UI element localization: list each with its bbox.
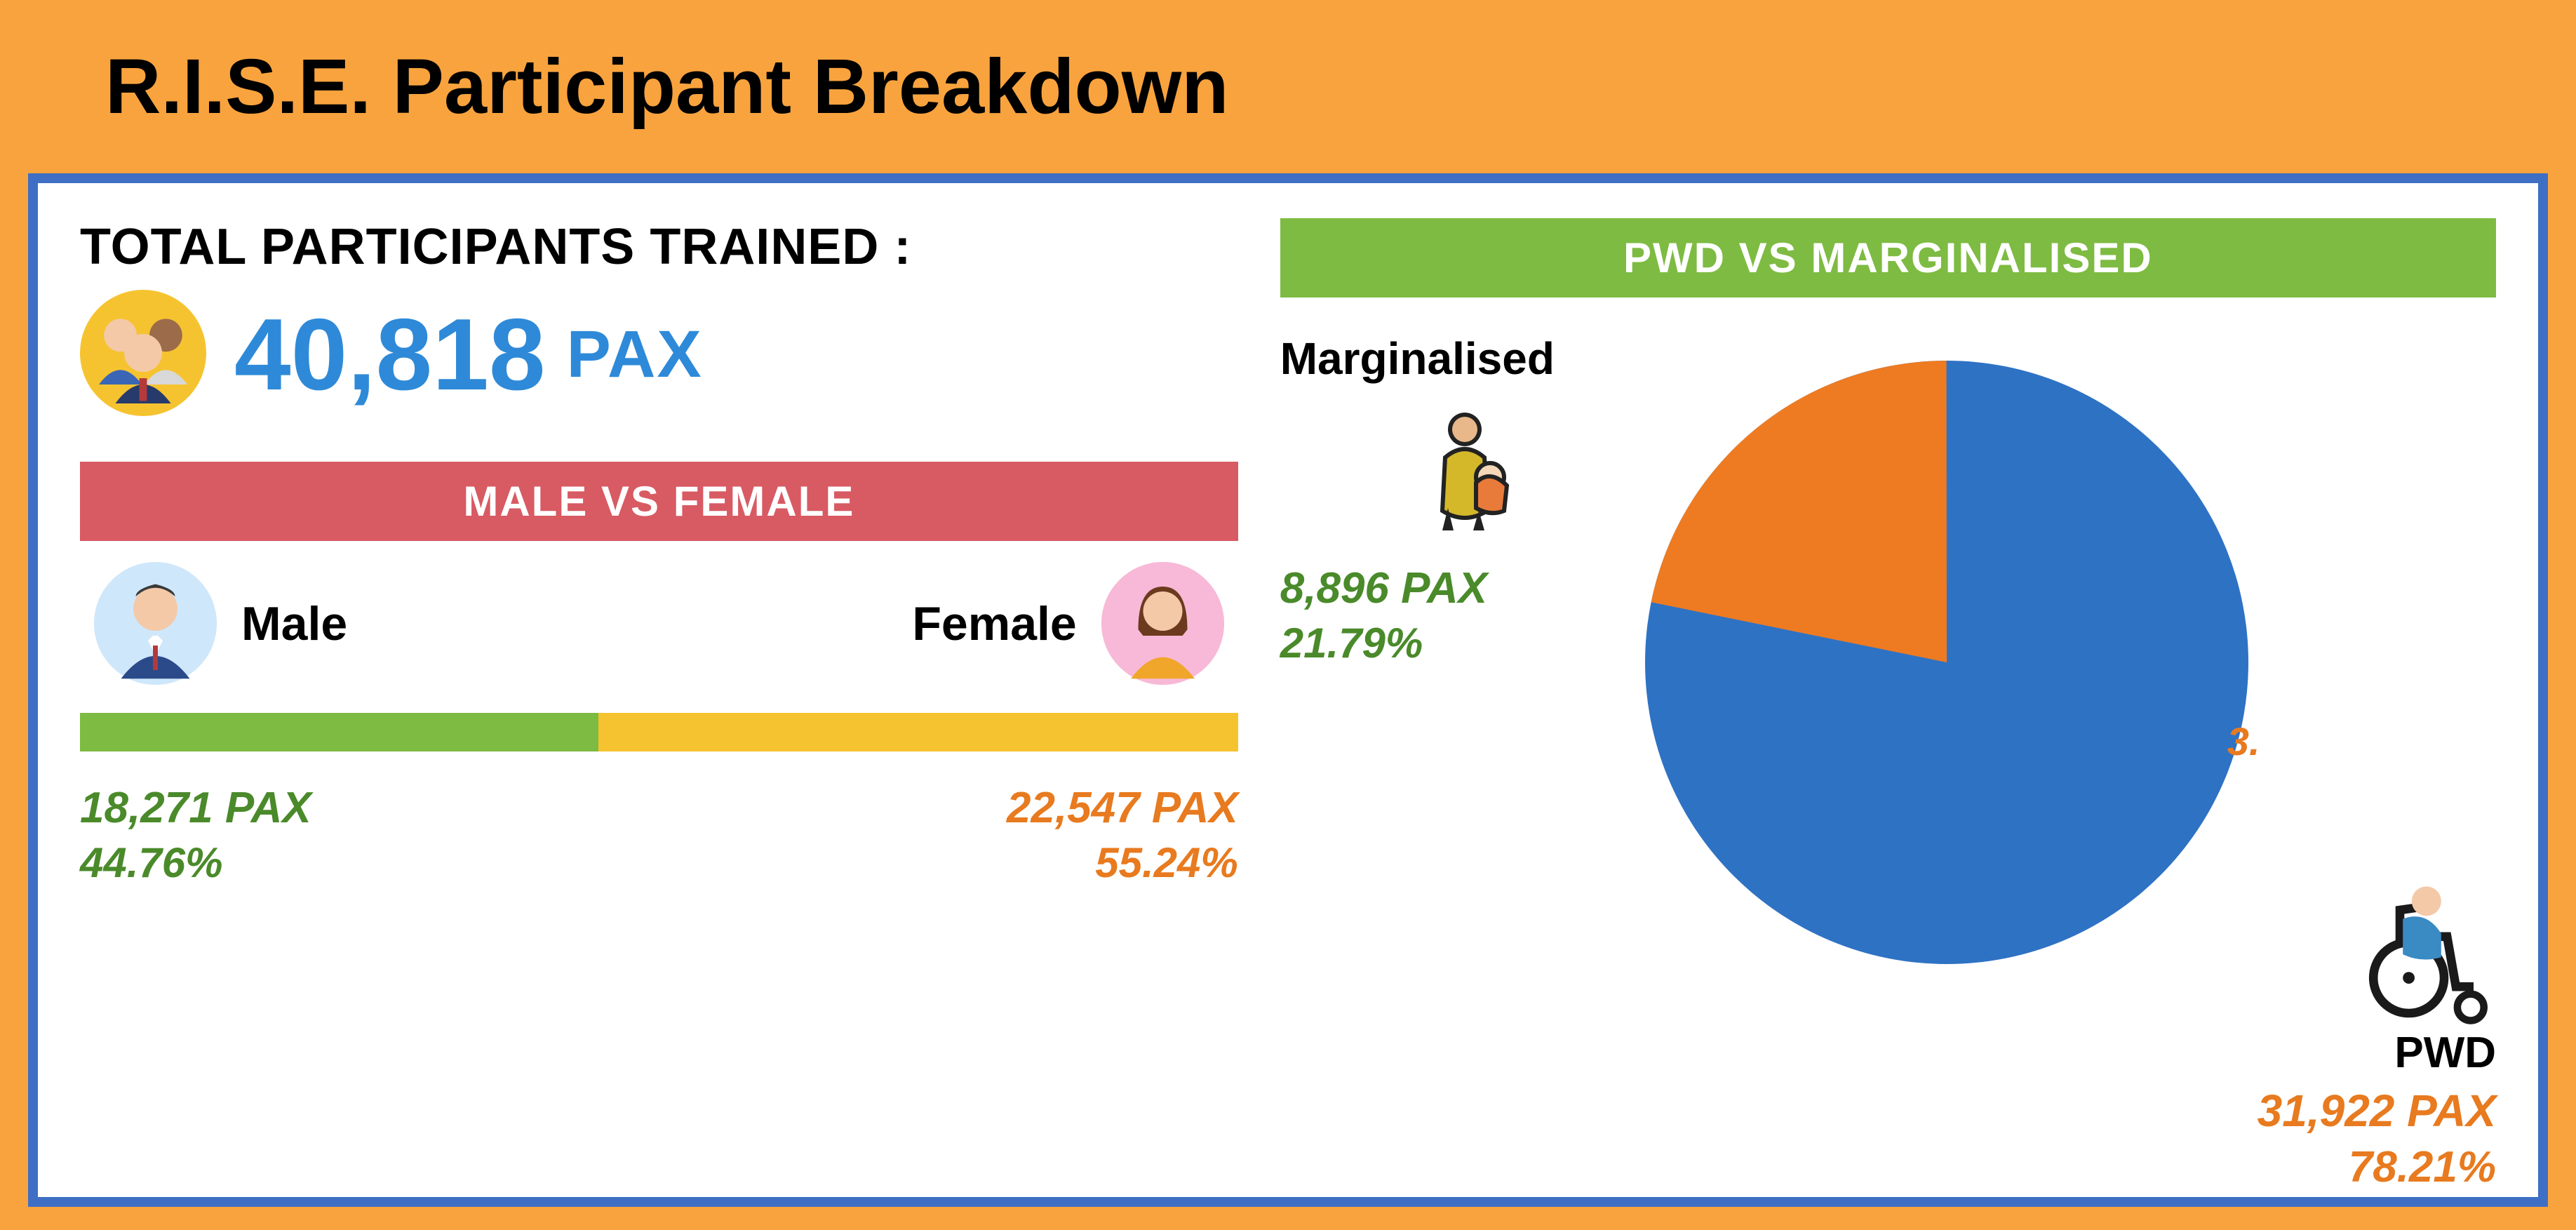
female-pax: 22,547 PAX xyxy=(1007,783,1238,833)
page-title: R.I.S.E. Participant Breakdown xyxy=(105,42,2471,131)
pwd-pct: 78.21% xyxy=(2145,1142,2496,1192)
people-group-icon xyxy=(80,290,206,420)
male-female-labels: Male Female xyxy=(80,541,1238,706)
female-bar-segment xyxy=(598,713,1238,751)
left-column: TOTAL PARTICIPANTS TRAINED : 40,818 xyxy=(80,218,1266,1162)
pwd-column: PWD xyxy=(2145,1028,2496,1192)
right-column: PWD VS MARGINALISED Marginalised xyxy=(1266,218,2496,1162)
male-avatar-icon xyxy=(94,562,217,685)
pwd-marg-content: Marginalised 8,896 PAX xyxy=(1280,333,2496,1192)
pwd-label-row: PWD xyxy=(2145,1028,2496,1078)
marginalised-icon xyxy=(1403,399,1543,542)
female-stats: 22,547 PAX 55.24% xyxy=(1007,783,1238,887)
marginalised-label: Marginalised xyxy=(1280,333,1555,385)
male-female-header: MALE VS FEMALE xyxy=(80,462,1238,541)
male-stats: 18,271 PAX 44.76% xyxy=(80,783,311,887)
pwd-label: PWD xyxy=(2394,1028,2496,1078)
pie-chart-wrap: 3. PWD xyxy=(1610,333,2496,1192)
female-pct: 55.24% xyxy=(1095,838,1238,887)
main-panel: TOTAL PARTICIPANTS TRAINED : 40,818 xyxy=(28,173,2548,1207)
total-label: TOTAL PARTICIPANTS TRAINED : xyxy=(80,218,1238,276)
female-label-group: Female xyxy=(912,562,1223,685)
total-row: 40,818 PAX xyxy=(80,290,1238,420)
marginalised-pax: 8,896 PAX xyxy=(1280,563,1487,613)
male-pct: 44.76% xyxy=(80,838,311,887)
pwd-overflow-label: 3. xyxy=(2227,718,2260,764)
female-avatar-icon xyxy=(1101,562,1224,685)
page-root: R.I.S.E. Participant Breakdown TOTAL PAR… xyxy=(0,0,2576,1230)
title-bar: R.I.S.E. Participant Breakdown xyxy=(0,0,2576,173)
marginalised-column: Marginalised 8,896 PAX xyxy=(1280,333,1610,1192)
marginalised-stats: 8,896 PAX 21.79% xyxy=(1280,563,1487,667)
pie-chart xyxy=(1610,333,2283,1006)
male-label: Male xyxy=(241,596,347,651)
male-female-bar xyxy=(80,713,1238,751)
male-bar-segment xyxy=(80,713,598,751)
male-label-group: Male xyxy=(94,562,347,685)
male-pax: 18,271 PAX xyxy=(80,783,311,833)
pwd-pax: 31,922 PAX xyxy=(2145,1085,2496,1137)
total-value: 40,818 xyxy=(234,296,546,413)
female-label: Female xyxy=(912,596,1076,651)
total-unit: PAX xyxy=(567,316,703,393)
male-female-stats: 18,271 PAX 44.76% 22,547 PAX 55.24% xyxy=(80,783,1238,887)
pwd-marg-header: PWD VS MARGINALISED xyxy=(1280,218,2496,298)
marginalised-pct: 21.79% xyxy=(1280,619,1487,667)
wheelchair-icon xyxy=(2356,881,2503,1031)
